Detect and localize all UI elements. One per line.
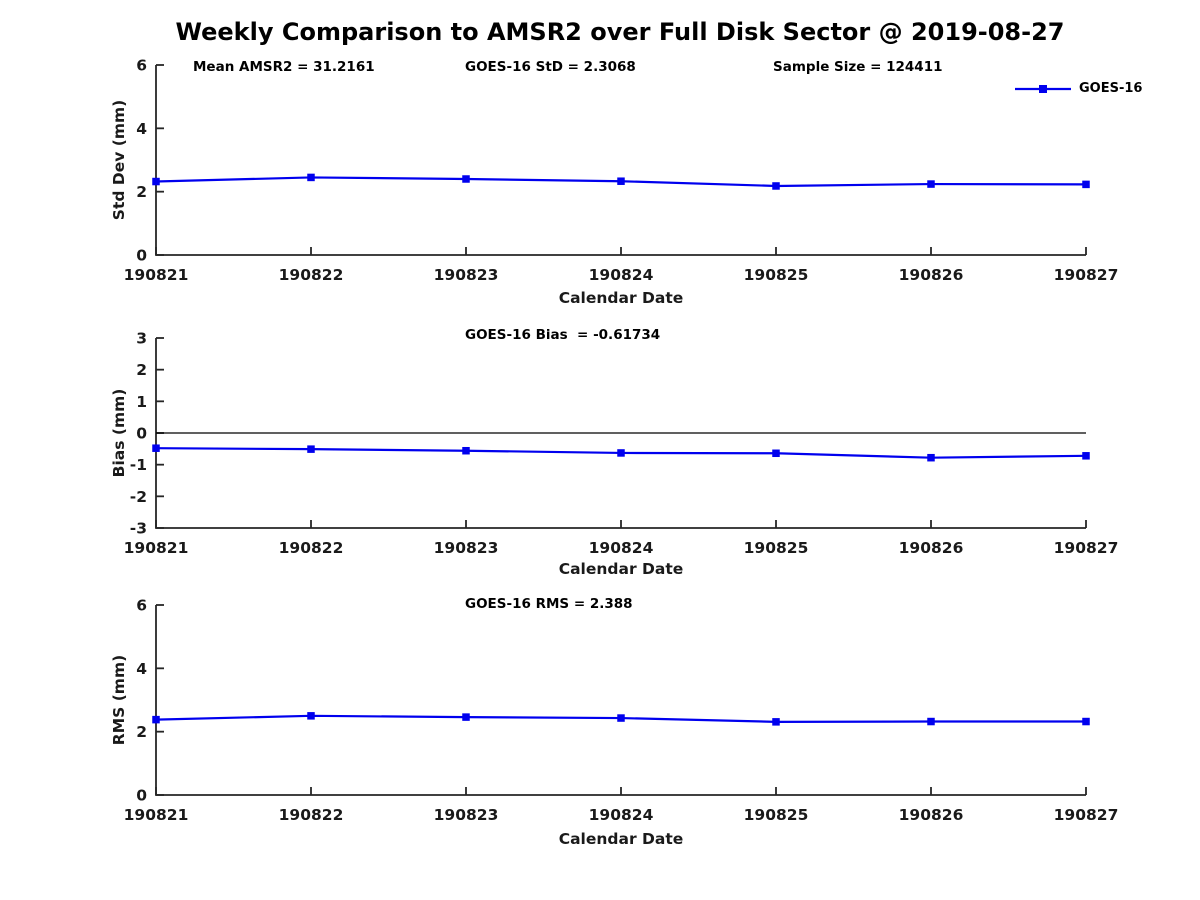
x-tick-label: 190824	[589, 539, 654, 557]
y-tick-label: 3	[136, 329, 147, 347]
data-point-marker	[152, 715, 160, 724]
data-point-marker	[462, 175, 470, 183]
data-point-marker	[307, 712, 315, 720]
figure-title: Weekly Comparison to AMSR2 over Full Dis…	[175, 18, 1065, 46]
y-tick-label: 2	[136, 361, 147, 379]
x-tick-label: 190822	[279, 266, 344, 284]
data-point-marker	[617, 449, 625, 457]
y-tick-label: -2	[130, 488, 147, 506]
x-tick-label: 190826	[899, 806, 964, 824]
annotation-goes16-bias: GOES-16 Bias = -0.61734	[465, 327, 661, 343]
x-tick-label: 190821	[124, 266, 189, 284]
x-tick-label: 190825	[744, 539, 809, 557]
y-tick-label: 0	[136, 786, 147, 804]
x-tick-label: 190823	[434, 266, 499, 284]
y-tick-label: 6	[136, 56, 147, 74]
data-point-marker	[772, 449, 780, 458]
data-point-marker	[1082, 452, 1090, 460]
data-point-marker	[927, 453, 935, 462]
x-axis-label-2: Calendar Date	[558, 560, 684, 578]
annotation-sample-size: Sample Size = 124411	[773, 59, 943, 75]
data-point-marker	[152, 444, 160, 452]
y-axis-label-bias: Bias (mm)	[110, 388, 128, 478]
data-point-marker	[617, 714, 625, 722]
y-tick-label: 0	[136, 246, 147, 264]
axis-spines	[155, 65, 1086, 256]
y-tick-label: 4	[136, 660, 147, 678]
data-point-marker	[772, 718, 780, 726]
data-point-marker	[772, 182, 780, 190]
legend: GOES-16	[1014, 81, 1142, 96]
annotation-goes16-rms: GOES-16 RMS = 2.388	[465, 596, 633, 612]
y-axis-label-stddev: Std Dev (mm)	[110, 99, 128, 221]
y-tick-label: 2	[136, 183, 147, 201]
x-tick-label: 190824	[589, 806, 654, 824]
x-tick-label: 190822	[279, 539, 344, 557]
annotation-mean-amsr2: Mean AMSR2 = 31.2161	[193, 59, 375, 75]
y-tick-label: 4	[136, 120, 147, 138]
y-axis-label-rms: RMS (mm)	[110, 654, 128, 746]
data-point-marker	[927, 717, 935, 726]
y-tick-label: 0	[136, 424, 147, 442]
annotation-goes16-std: GOES-16 StD = 2.3068	[465, 59, 636, 75]
y-tick-label: 2	[136, 723, 147, 741]
x-tick-label: 190823	[434, 539, 499, 557]
x-axis-label-1: Calendar Date	[558, 289, 684, 307]
x-tick-label: 190827	[1054, 806, 1119, 824]
y-tick-label: -3	[130, 519, 147, 537]
x-tick-label: 190821	[124, 539, 189, 557]
data-point-marker	[1082, 717, 1090, 726]
x-tick-label: 190822	[279, 806, 344, 824]
x-tick-label: 190825	[744, 266, 809, 284]
y-tick-label: 6	[136, 596, 147, 614]
x-tick-label: 190823	[434, 806, 499, 824]
y-tick-label: -1	[130, 456, 147, 474]
data-point-marker	[152, 177, 160, 186]
x-tick-label: 190827	[1054, 539, 1119, 557]
x-tick-label: 190826	[899, 266, 964, 284]
data-point-marker	[927, 180, 935, 188]
x-tick-label: 190821	[124, 806, 189, 824]
legend-line-marker-icon	[1015, 84, 1071, 93]
x-axis-label-3: Calendar Date	[558, 830, 684, 848]
data-point-marker	[462, 446, 470, 455]
x-tick-label: 190826	[899, 539, 964, 557]
data-point-marker	[1082, 180, 1090, 189]
data-point-marker	[307, 173, 315, 182]
legend-series-label: GOES-16	[1079, 81, 1143, 96]
axis-spines	[155, 605, 1086, 796]
data-point-marker	[307, 445, 315, 453]
x-tick-label: 190825	[744, 806, 809, 824]
x-tick-label: 190827	[1054, 266, 1119, 284]
y-tick-label: 1	[136, 393, 147, 411]
data-point-marker	[617, 177, 625, 185]
data-point-marker	[462, 713, 470, 721]
x-tick-label: 190824	[589, 266, 654, 284]
